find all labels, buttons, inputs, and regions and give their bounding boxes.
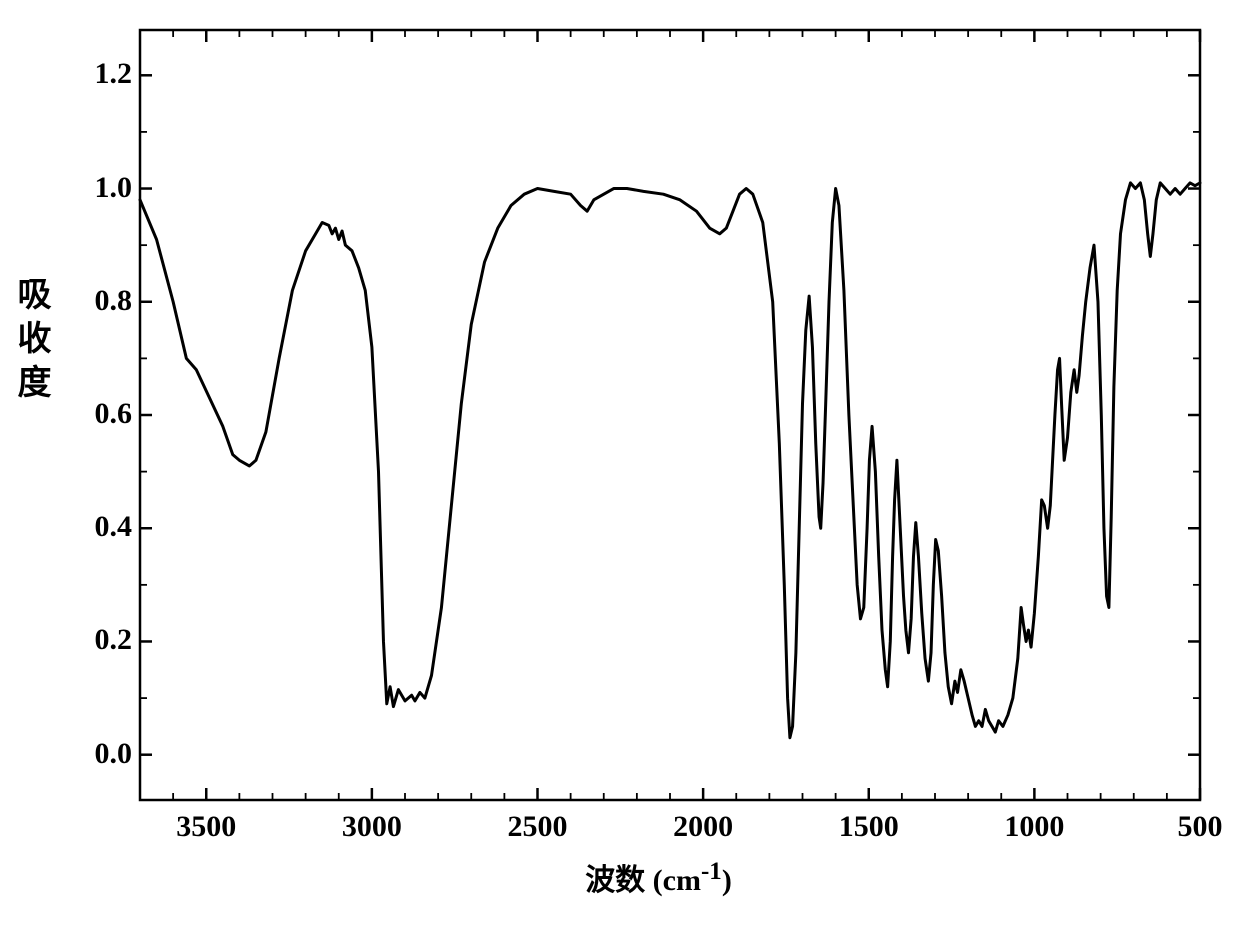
x-tick-label: 3500 xyxy=(156,810,256,844)
x-axis-label-super: -1 xyxy=(701,858,722,885)
y-tick-label: 0.4 xyxy=(62,510,132,544)
y-tick-label: 0.6 xyxy=(62,397,132,431)
x-axis-label: 波数 (cm-1) xyxy=(585,855,732,899)
x-tick-label: 2000 xyxy=(653,810,753,844)
ir-spectrum-chart: 吸收度 波数 (cm-1) 500 1000 1500 2000 2500 3000 350… xyxy=(0,0,1240,930)
x-tick-label: 1500 xyxy=(819,810,919,844)
x-axis-label-text: 波数 (cm xyxy=(585,864,701,897)
x-axis-label-suffix: ) xyxy=(722,864,732,897)
x-tick-label: 1000 xyxy=(984,810,1084,844)
x-tick-label: 3000 xyxy=(322,810,422,844)
x-tick-label: 500 xyxy=(1150,810,1240,844)
y-tick-label: 1.2 xyxy=(62,57,132,91)
y-tick-label: 1.0 xyxy=(62,171,132,205)
y-axis-label: 吸收度 xyxy=(6,276,55,408)
y-tick-label: 0.2 xyxy=(62,623,132,657)
y-tick-label: 0.8 xyxy=(62,284,132,318)
chart-canvas xyxy=(0,0,1240,930)
x-tick-label: 2500 xyxy=(488,810,588,844)
y-tick-label: 0.0 xyxy=(62,737,132,771)
